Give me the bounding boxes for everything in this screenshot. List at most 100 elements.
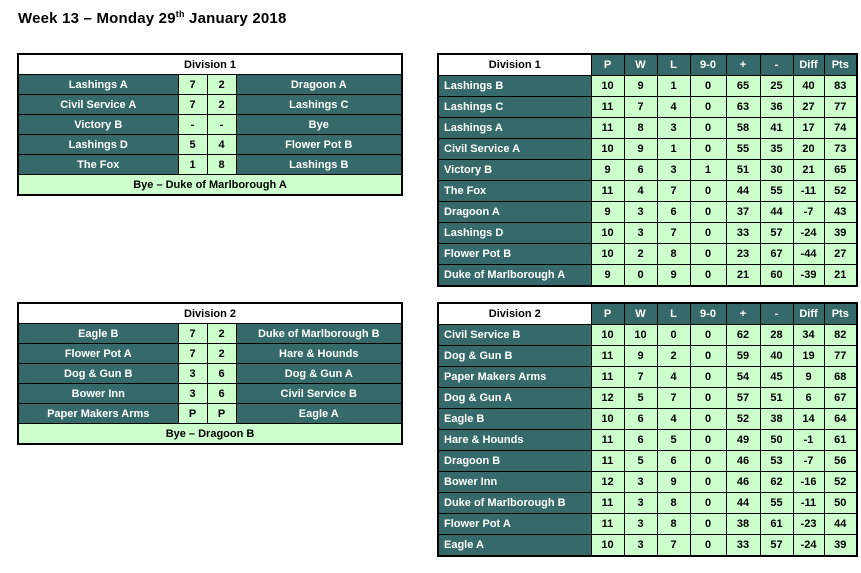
nine-nil-cell: 0 bbox=[689, 492, 727, 514]
division-title: Division 2 bbox=[17, 302, 403, 324]
minus-cell: 57 bbox=[759, 534, 794, 557]
team-name-cell: Dog & Gun A bbox=[437, 387, 592, 409]
home-team-cell: The Fox bbox=[17, 154, 179, 175]
nine-nil-cell: 1 bbox=[689, 159, 727, 181]
bye-row: Bye – Dragoon B bbox=[17, 423, 403, 445]
away-team-cell: Eagle A bbox=[235, 403, 403, 424]
points-cell: 73 bbox=[823, 138, 858, 160]
team-name-cell: Flower Pot B bbox=[437, 243, 592, 265]
minus-cell: 30 bbox=[759, 159, 794, 181]
standings-row: Duke of Marlborough B 11 3 8 0 44 55 -11… bbox=[437, 492, 858, 514]
standings-row: Lashings B 10 9 1 0 65 25 40 83 bbox=[437, 75, 858, 97]
division-1-results-table: Division 1 Lashings A 7 2 Dragoon A Civi… bbox=[17, 53, 404, 196]
points-cell: 50 bbox=[823, 492, 858, 514]
won-cell: 7 bbox=[623, 366, 658, 388]
team-name-cell: Civil Service B bbox=[437, 324, 592, 346]
team-name-cell: Duke of Marlborough B bbox=[437, 492, 592, 514]
nine-nil-cell: 0 bbox=[689, 75, 727, 97]
home-team-cell: Civil Service A bbox=[17, 94, 179, 115]
home-score-cell: 7 bbox=[177, 94, 208, 115]
played-cell: 9 bbox=[590, 264, 625, 287]
diff-cell: -24 bbox=[792, 534, 825, 557]
diff-cell: 20 bbox=[792, 138, 825, 160]
away-score-cell: 2 bbox=[206, 74, 237, 95]
standings-row: Lashings A 11 8 3 0 58 41 17 74 bbox=[437, 117, 858, 139]
won-cell: 10 bbox=[623, 324, 658, 346]
minus-cell: 36 bbox=[759, 96, 794, 118]
home-team-cell: Flower Pot A bbox=[17, 343, 179, 364]
team-name-cell: Lashings C bbox=[437, 96, 592, 118]
won-cell: 9 bbox=[623, 138, 658, 160]
team-name-cell: Lashings A bbox=[437, 117, 592, 139]
diff-cell: 21 bbox=[792, 159, 825, 181]
nine-nil-cell: 0 bbox=[689, 201, 727, 223]
played-cell: 10 bbox=[590, 75, 625, 97]
nine-nil-cell: 0 bbox=[689, 408, 727, 430]
team-name-cell: Eagle B bbox=[437, 408, 592, 430]
home-score-cell: 3 bbox=[177, 383, 208, 404]
minus-cell: 25 bbox=[759, 75, 794, 97]
team-name-cell: Bower Inn bbox=[437, 471, 592, 493]
home-team-cell: Dog & Gun B bbox=[17, 363, 179, 384]
played-cell: 11 bbox=[590, 366, 625, 388]
page-title: Week 13 – Monday 29th January 2018 bbox=[18, 9, 287, 27]
plus-cell: 44 bbox=[725, 492, 761, 514]
standings-row: Victory B 9 6 3 1 51 30 21 65 bbox=[437, 159, 858, 181]
away-score-cell: P bbox=[206, 403, 237, 424]
diff-cell: -11 bbox=[792, 492, 825, 514]
home-score-cell: 3 bbox=[177, 363, 208, 384]
diff-cell: -7 bbox=[792, 201, 825, 223]
minus-cell: 62 bbox=[759, 471, 794, 493]
col-header-points: Pts bbox=[823, 53, 858, 76]
lost-cell: 2 bbox=[656, 345, 691, 367]
won-cell: 6 bbox=[623, 159, 658, 181]
away-score-cell: 2 bbox=[206, 343, 237, 364]
division-title: Division 1 bbox=[17, 53, 403, 75]
col-header-nine-nil: 9-0 bbox=[689, 53, 727, 76]
diff-cell: 6 bbox=[792, 387, 825, 409]
lost-cell: 3 bbox=[656, 159, 691, 181]
diff-cell: -1 bbox=[792, 429, 825, 451]
away-team-cell: Hare & Hounds bbox=[235, 343, 403, 364]
played-cell: 11 bbox=[590, 117, 625, 139]
plus-cell: 33 bbox=[725, 222, 761, 244]
match-row: Eagle B 7 2 Duke of Marlborough B bbox=[17, 323, 403, 344]
title-main: Week 13 – Monday 29 bbox=[18, 10, 176, 27]
points-cell: 44 bbox=[823, 513, 858, 535]
home-team-cell: Paper Makers Arms bbox=[17, 403, 179, 424]
won-cell: 3 bbox=[623, 222, 658, 244]
minus-cell: 38 bbox=[759, 408, 794, 430]
division-2-results-table: Division 2 Eagle B 7 2 Duke of Marlborou… bbox=[17, 302, 404, 445]
standings-row: Flower Pot A 11 3 8 0 38 61 -23 44 bbox=[437, 513, 858, 535]
home-team-cell: Eagle B bbox=[17, 323, 179, 344]
lost-cell: 7 bbox=[656, 534, 691, 557]
standings-row: Paper Makers Arms 11 7 4 0 54 45 9 68 bbox=[437, 366, 858, 388]
played-cell: 11 bbox=[590, 180, 625, 202]
team-name-cell: Dragoon B bbox=[437, 450, 592, 472]
lost-cell: 5 bbox=[656, 429, 691, 451]
away-team-cell: Bye bbox=[235, 114, 403, 135]
division-1-standings-table: Division 1 P W L 9-0 + - Diff Pts Lashin… bbox=[437, 53, 858, 287]
lost-cell: 8 bbox=[656, 513, 691, 535]
home-team-cell: Lashings D bbox=[17, 134, 179, 155]
won-cell: 3 bbox=[623, 492, 658, 514]
plus-cell: 57 bbox=[725, 387, 761, 409]
match-row: Bower Inn 3 6 Civil Service B bbox=[17, 383, 403, 404]
nine-nil-cell: 0 bbox=[689, 138, 727, 160]
minus-cell: 57 bbox=[759, 222, 794, 244]
nine-nil-cell: 0 bbox=[689, 324, 727, 346]
diff-cell: 34 bbox=[792, 324, 825, 346]
points-cell: 64 bbox=[823, 408, 858, 430]
minus-cell: 40 bbox=[759, 345, 794, 367]
points-cell: 39 bbox=[823, 534, 858, 557]
standings-row: The Fox 11 4 7 0 44 55 -11 52 bbox=[437, 180, 858, 202]
col-header-lost: L bbox=[656, 302, 691, 325]
title-ordinal: th bbox=[175, 9, 185, 19]
standings-row: Lashings C 11 7 4 0 63 36 27 77 bbox=[437, 96, 858, 118]
minus-cell: 35 bbox=[759, 138, 794, 160]
lost-cell: 7 bbox=[656, 180, 691, 202]
points-cell: 83 bbox=[823, 75, 858, 97]
lost-cell: 9 bbox=[656, 264, 691, 287]
nine-nil-cell: 0 bbox=[689, 117, 727, 139]
match-row: Civil Service A 7 2 Lashings C bbox=[17, 94, 403, 115]
